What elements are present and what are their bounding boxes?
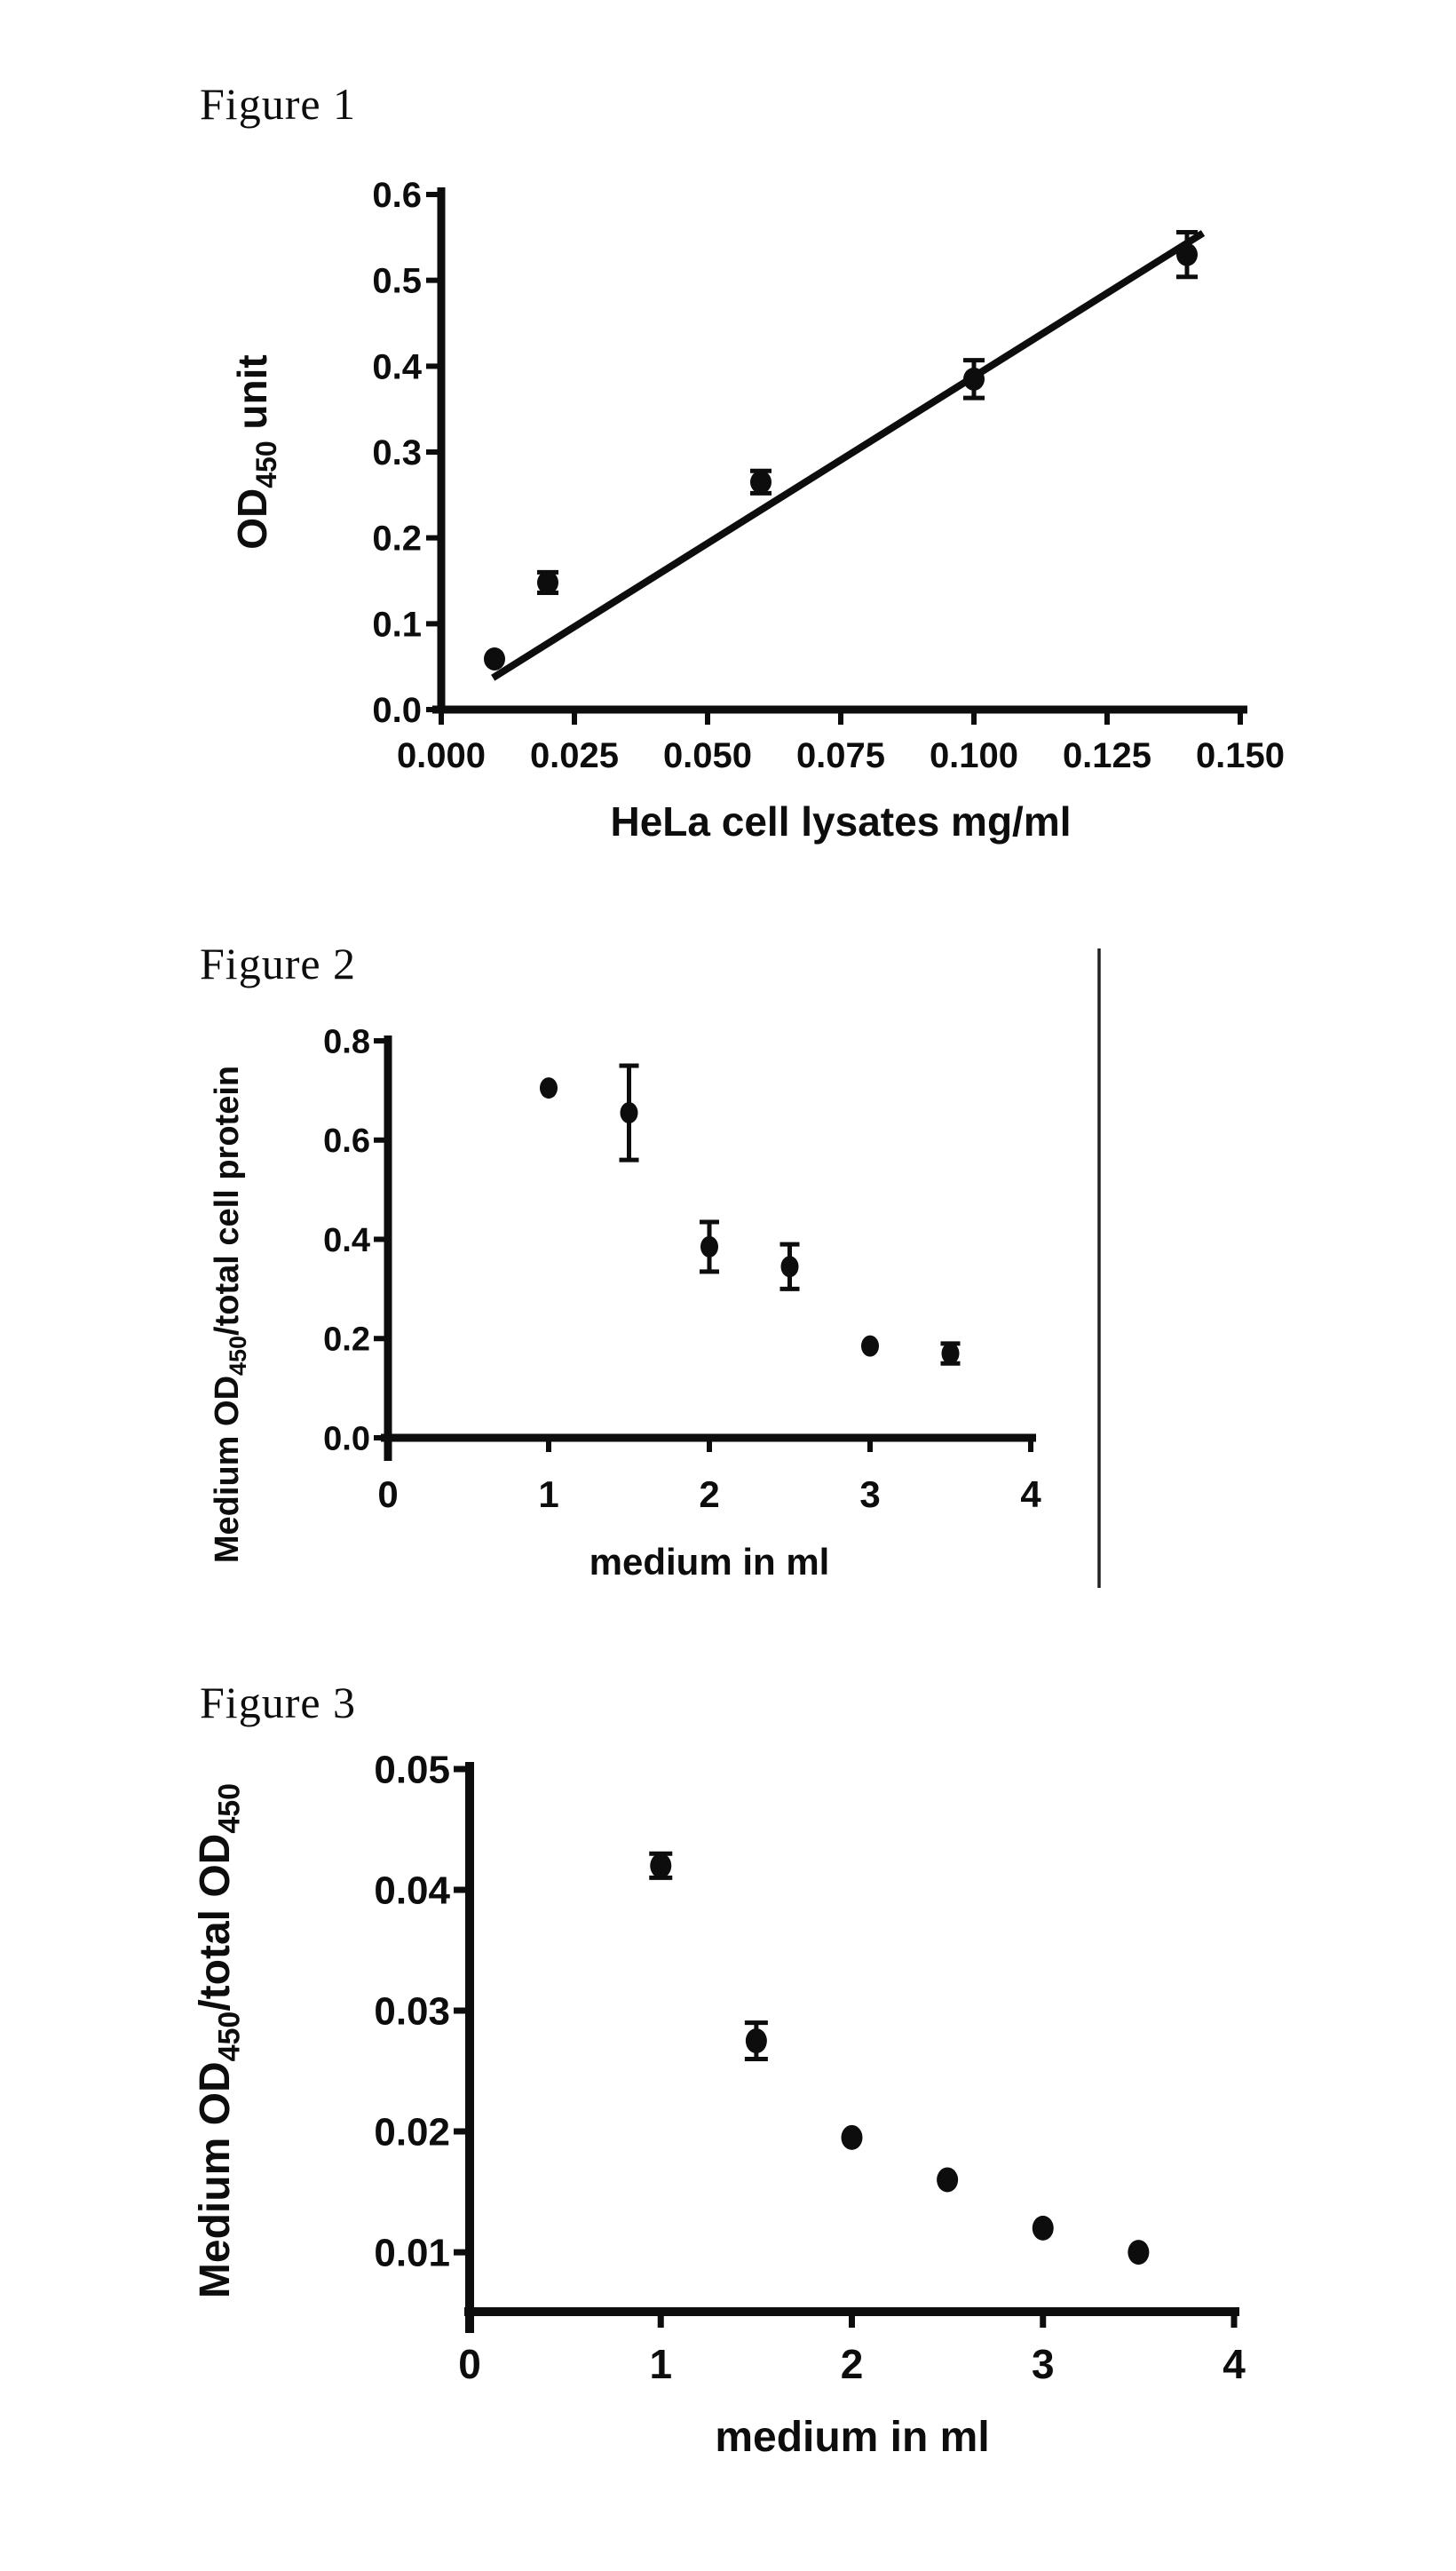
y-axis-title: Medium OD450/total OD450 — [192, 1783, 247, 2298]
x-axis-title: HeLa cell lysates mg/ml — [610, 798, 1071, 845]
figure-3-chart: 0 1 2 3 4 0.01 0.02 0.03 0.04 0.05 medium in ml Med… — [192, 1748, 1246, 2461]
y-tick-label: 0.02 — [374, 2110, 450, 2154]
data-point — [1128, 2240, 1150, 2265]
y-tick-label: 0.5 — [372, 262, 422, 301]
x-tick-label: 0.075 — [796, 736, 885, 775]
y-tick-label: 0.0 — [323, 1420, 370, 1457]
y-tick-label: 0.4 — [372, 347, 422, 386]
x-tick-label: 0.150 — [1196, 736, 1285, 775]
x-tick-label: 0 — [458, 2341, 481, 2387]
data-point — [780, 1256, 799, 1278]
data-point — [620, 1102, 638, 1124]
x-tick-label: 0.050 — [663, 736, 752, 775]
figure-1-title: Figure 1 — [200, 79, 357, 129]
data-point — [650, 1853, 672, 1878]
data-point — [750, 470, 772, 494]
x-axis-title: medium in ml — [715, 2414, 989, 2461]
x-tick-label: 0.100 — [930, 736, 1018, 775]
y-tick-label: 0.1 — [372, 605, 422, 644]
y-tick-label: 0.04 — [374, 1869, 450, 1912]
y-tick-label: 0.03 — [374, 1989, 450, 2033]
x-tick-label: 0 — [377, 1473, 398, 1515]
data-point — [937, 2167, 959, 2193]
figure-2-title: Figure 2 — [200, 939, 357, 988]
x-tick-label: 4 — [1020, 1473, 1041, 1515]
y-tick-label: 0.01 — [374, 2231, 450, 2274]
x-tick-label: 0.025 — [530, 736, 619, 775]
data-point — [540, 1077, 558, 1099]
data-point — [484, 647, 505, 671]
data-point — [700, 1235, 718, 1258]
data-point — [963, 367, 985, 391]
data-point — [537, 570, 558, 594]
x-tick-label: 2 — [699, 1473, 719, 1515]
y-tick-label: 0.2 — [372, 520, 422, 559]
y-tick-label: 0.2 — [323, 1321, 370, 1359]
x-tick-label: 1 — [538, 1473, 558, 1515]
x-tick-label: 0.125 — [1063, 736, 1151, 775]
x-tick-label: 2 — [841, 2341, 864, 2387]
x-tick-label: 3 — [859, 1473, 880, 1515]
y-tick-label: 0.6 — [323, 1123, 370, 1160]
figure-1-chart: 0.000 0.025 0.050 0.075 0.100 0.125 0.150 0.0 0.… — [229, 176, 1285, 845]
fit-line — [491, 230, 1206, 681]
data-point — [941, 1343, 960, 1365]
data-point — [861, 1335, 879, 1357]
x-tick-label: 3 — [1032, 2341, 1055, 2387]
x-tick-label: 1 — [649, 2341, 672, 2387]
data-point — [745, 2028, 767, 2054]
data-point — [1176, 242, 1198, 266]
y-tick-label: 0.0 — [372, 691, 422, 730]
x-axis-title: medium in ml — [590, 1541, 830, 1583]
y-tick-label: 0.6 — [372, 176, 422, 215]
y-axis-title: Medium OD450/total cell protein — [209, 1066, 251, 1563]
x-tick-label: 4 — [1223, 2341, 1246, 2387]
y-axis-title: OD450 unit — [229, 354, 282, 549]
x-tick-label: 0.000 — [397, 736, 486, 775]
data-point — [841, 2124, 863, 2150]
y-tick-label: 0.4 — [323, 1222, 370, 1259]
y-tick-label: 0.05 — [374, 1748, 450, 1791]
data-point — [1032, 2215, 1054, 2241]
y-tick-label: 0.8 — [323, 1023, 370, 1060]
figure-2-chart: 0 1 2 3 4 0.0 0.2 0.4 0.6 0.8 medium in ml Medium O… — [209, 1023, 1041, 1583]
y-tick-label: 0.3 — [372, 433, 422, 472]
figure-3-title: Figure 3 — [200, 1678, 357, 1727]
